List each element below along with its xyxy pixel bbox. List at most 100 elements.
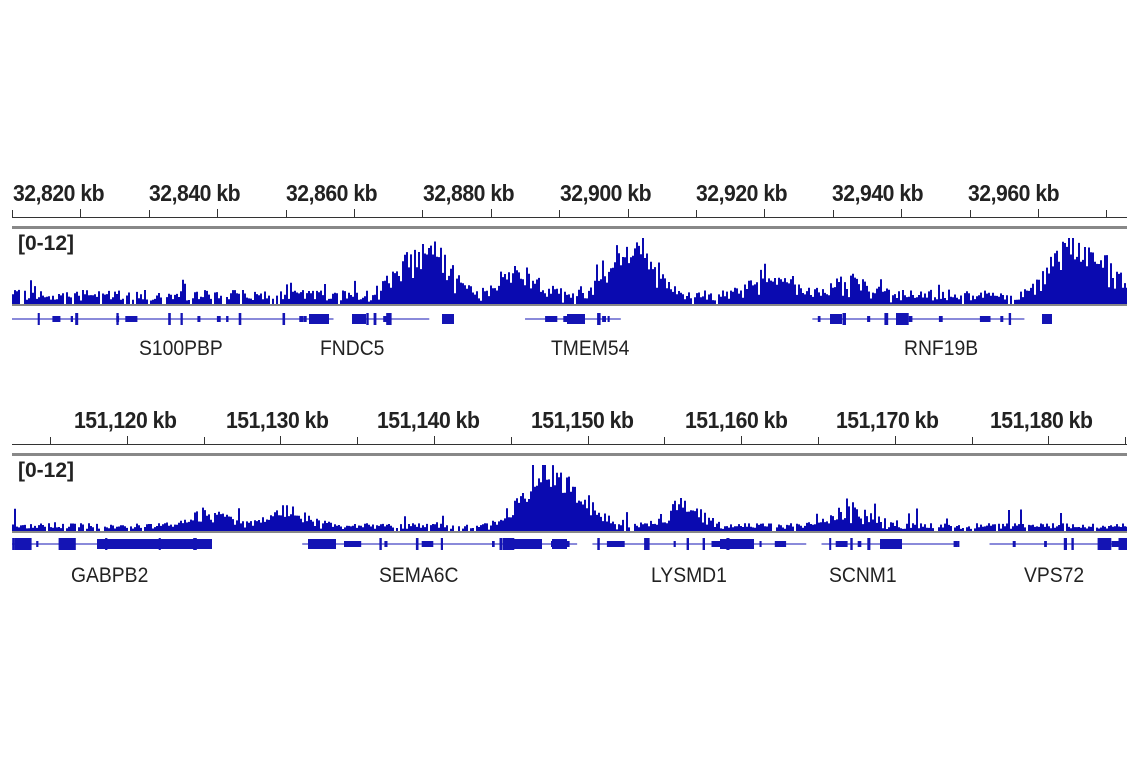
gene-exon: [373, 313, 377, 325]
genome-panel-1: 32,820 kb 32,840 kb 32,860 kb 32,880 kb 32,9…: [0, 180, 1141, 400]
gene-exon: [867, 538, 871, 550]
gene-exon: [440, 538, 443, 550]
ruler-tick: [80, 209, 82, 217]
tick-label: 151,170 kb: [836, 407, 939, 433]
gene-exon: [602, 316, 606, 322]
gene-exon: [299, 316, 304, 322]
tick-label: 151,120 kb: [74, 407, 177, 433]
gene-exon: [168, 313, 171, 325]
ruler-axis-line: [12, 217, 1127, 218]
tick-label: 32,940 kb: [832, 180, 924, 206]
ruler-tick: [148, 210, 150, 217]
gene-exon: [702, 538, 705, 550]
gene-exon: [953, 541, 958, 547]
gene-exon: [979, 316, 990, 322]
gene-exon: [867, 316, 871, 322]
gene-exon: [686, 538, 689, 550]
tick-label: 32,860 kb: [286, 180, 378, 206]
gene-exon: [817, 316, 821, 322]
gene-exon: [12, 538, 15, 550]
gene-utr-block: [309, 314, 329, 324]
gene-label: TMEM54: [551, 337, 630, 360]
tick-label: 32,880 kb: [423, 180, 515, 206]
gene-exon: [711, 541, 722, 547]
gene-utr-block: [567, 314, 585, 324]
ruler-tick: [1125, 437, 1127, 444]
gene-intron-line: [592, 543, 807, 545]
gene-label: FNDC5: [320, 337, 385, 360]
gene-utr-block: [552, 539, 567, 549]
gene-exon: [1044, 541, 1047, 547]
gene-exon: [383, 316, 388, 322]
gene-exon: [379, 538, 382, 550]
signal-track: [12, 238, 1127, 304]
gene-utr-block: [880, 539, 902, 549]
gene-intron-line: [302, 543, 578, 545]
gene-label: S100PBP: [139, 337, 223, 360]
gene-exon: [884, 313, 889, 325]
gene-label: VPS72: [1024, 564, 1085, 587]
gene-exon: [282, 313, 286, 325]
ruler-tick: [1048, 436, 1050, 444]
signal-track: [12, 465, 1127, 531]
ruler-tick: [894, 436, 896, 444]
gene-exon: [52, 316, 61, 322]
gene-exon: [545, 316, 558, 322]
ruler-tick: [280, 436, 282, 444]
gene-exon: [36, 541, 39, 547]
ruler-tick: [126, 436, 128, 444]
gene-exon: [938, 316, 943, 322]
gene-exon: [1097, 538, 1112, 550]
tick-label: 32,840 kb: [149, 180, 241, 206]
gene-exon: [563, 316, 568, 322]
gene-exon: [15, 541, 18, 547]
data-range-label: [0-12]: [18, 232, 75, 255]
ruler-tick: [50, 437, 51, 444]
gene-exon: [908, 316, 913, 322]
ruler-tick: [285, 210, 287, 217]
gene-exon: [566, 541, 570, 547]
gene-utr-block: [97, 539, 212, 549]
gene-label: LYSMD1: [651, 564, 727, 587]
gene-exon: [70, 316, 73, 322]
gene-exon: [351, 541, 356, 547]
track-separator: [12, 453, 1127, 456]
gene-exon: [1008, 313, 1012, 325]
ruler-tick: [1106, 210, 1108, 217]
gene-exon: [1000, 316, 1004, 322]
gene-exon: [216, 316, 219, 322]
gene-exon: [197, 316, 201, 322]
ruler-tick: [434, 436, 435, 444]
gene-utr-block: [352, 314, 366, 324]
tick-label: 151,150 kb: [531, 407, 634, 433]
gene-exon: [1111, 541, 1127, 547]
gene-exon: [71, 541, 75, 547]
gene-intron-line: [989, 543, 1127, 545]
ruler-tick: [203, 437, 205, 444]
tick-label: 32,900 kb: [560, 180, 652, 206]
gene-exon: [850, 538, 853, 550]
gene-exon: [492, 541, 495, 547]
gene-exon: [905, 313, 909, 325]
gene-exon: [357, 541, 362, 547]
tick-label: 32,960 kb: [968, 180, 1060, 206]
tick-label: 32,920 kb: [696, 180, 788, 206]
track-separator: [12, 304, 1127, 306]
gene-utr-block: [442, 314, 454, 324]
coordinate-ruler: 32,820 kb 32,840 kb 32,860 kb 32,880 kb 32,9…: [12, 180, 1127, 220]
gene-exon: [774, 541, 787, 547]
gene-exon: [597, 538, 600, 550]
ruler-tick: [971, 437, 973, 444]
gene-exon: [499, 538, 502, 550]
gene-utr-block: [512, 539, 542, 549]
gene-exon: [58, 541, 63, 547]
gene-label: SCNM1: [829, 564, 897, 587]
gene-exon: [829, 538, 832, 550]
gene-utr-block: [720, 539, 754, 549]
gene-exon: [125, 316, 138, 322]
gene-exon: [180, 313, 183, 325]
ruler-tick: [818, 437, 819, 444]
ruler-tick: [357, 437, 359, 444]
tick-label: 151,140 kb: [377, 407, 480, 433]
gene-track: [12, 313, 1052, 325]
